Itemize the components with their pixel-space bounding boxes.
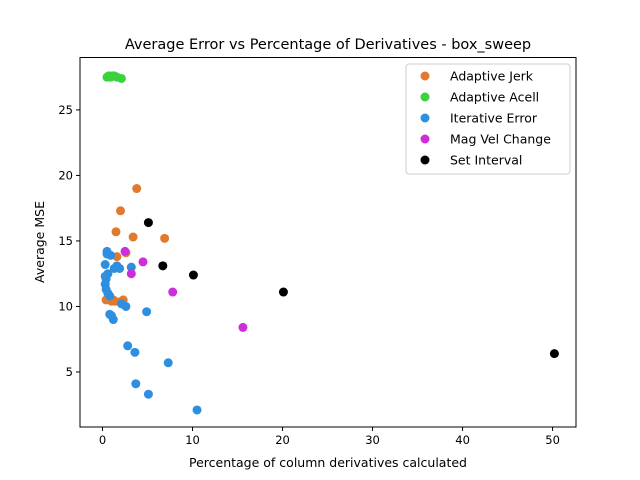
ticks-layer: 0 10 20 30 40 50 5 10 15 20 25 xyxy=(58,103,560,447)
data-point xyxy=(123,341,133,351)
data-point xyxy=(143,218,153,228)
y-axis-label: Average MSE xyxy=(32,201,47,283)
x-tick-label: 0 xyxy=(99,433,106,447)
legend-label: Mag Vel Change xyxy=(450,132,551,147)
legend-marker xyxy=(420,155,430,165)
x-tick-label: 20 xyxy=(275,433,290,447)
x-axis-label: Percentage of column derivatives calcula… xyxy=(189,455,467,470)
y-tick-label: 10 xyxy=(58,299,73,313)
data-point xyxy=(163,358,173,368)
data-point xyxy=(100,260,110,270)
data-point xyxy=(128,232,138,242)
y-tick-label: 15 xyxy=(58,234,73,248)
plot-frame xyxy=(79,57,577,428)
data-point xyxy=(158,261,168,271)
data-point xyxy=(106,250,116,260)
legend-frame xyxy=(405,63,571,175)
x-tick-label: 10 xyxy=(185,433,200,447)
data-point xyxy=(143,389,153,399)
legend-marker xyxy=(420,71,430,81)
x-tick-label: 40 xyxy=(455,433,470,447)
data-point xyxy=(188,270,198,280)
chart-title: Average Error vs Percentage of Derivativ… xyxy=(125,37,531,53)
x-tick-label: 50 xyxy=(545,433,560,447)
legend-label: Adaptive Jerk xyxy=(450,69,534,84)
legend-label: Adaptive Acell xyxy=(450,90,539,105)
data-point xyxy=(120,246,130,256)
data-point xyxy=(131,379,141,389)
data-point xyxy=(116,206,126,216)
data-point xyxy=(278,287,288,297)
data-point xyxy=(115,263,125,273)
data-point xyxy=(138,257,148,267)
data-point xyxy=(192,405,202,415)
data-point xyxy=(126,262,136,272)
legend: Adaptive Jerk Adaptive Acell Iterative Err… xyxy=(405,63,571,175)
y-tick-label: 5 xyxy=(66,365,73,379)
data-point xyxy=(168,287,178,297)
y-tick-label: 25 xyxy=(58,103,73,117)
data-point xyxy=(121,301,131,311)
data-point xyxy=(108,315,118,325)
data-point xyxy=(160,233,170,243)
y-tick-label: 20 xyxy=(58,168,73,182)
legend-label: Iterative Error xyxy=(450,111,538,126)
data-point xyxy=(105,291,115,301)
data-point xyxy=(238,322,248,332)
data-point xyxy=(111,227,121,237)
legend-marker xyxy=(420,92,430,102)
data-point xyxy=(549,349,559,359)
x-tick-label: 30 xyxy=(365,433,380,447)
legend-marker xyxy=(420,113,430,123)
legend-label: Set Interval xyxy=(450,153,522,168)
data-point xyxy=(130,347,140,357)
legend-marker xyxy=(420,134,430,144)
data-point xyxy=(103,269,113,279)
data-point xyxy=(116,73,126,83)
data-point xyxy=(126,269,136,279)
data-point xyxy=(142,307,152,317)
data-point xyxy=(132,184,142,194)
points-layer xyxy=(100,71,559,415)
